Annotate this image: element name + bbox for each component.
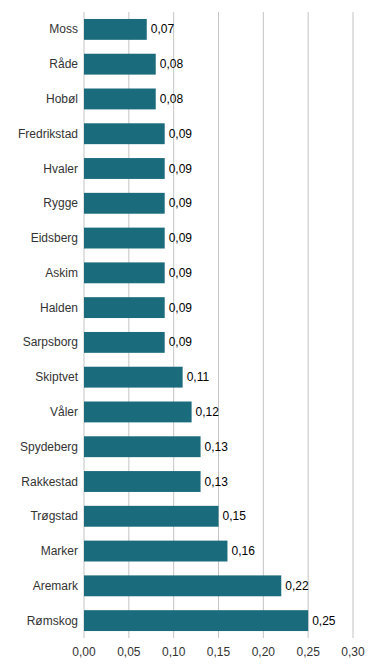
- x-tick-label: 0,00: [72, 645, 96, 659]
- category-label: Marker: [41, 544, 78, 558]
- bar: [84, 471, 201, 492]
- category-label: Eidsberg: [31, 231, 78, 245]
- data-label: 0,11: [187, 370, 210, 384]
- data-label: 0,09: [169, 266, 193, 280]
- data-label: 0,08: [160, 57, 184, 71]
- bar: [84, 541, 227, 562]
- category-label: Askim: [45, 266, 78, 280]
- bar: [84, 575, 281, 596]
- grid-line: [263, 12, 264, 638]
- data-label: 0,09: [169, 127, 193, 141]
- category-label: Trøgstad: [30, 509, 78, 523]
- data-label: 0,09: [169, 162, 193, 176]
- x-tick-label: 0,25: [296, 645, 320, 659]
- data-label: 0,09: [169, 231, 193, 245]
- bar: [84, 262, 165, 283]
- bar: [84, 193, 165, 214]
- bar: [84, 506, 219, 527]
- bar: [84, 89, 156, 110]
- x-axis: 0,00 0,05 0,10 0,15 0,20 0,25 0,30: [72, 645, 365, 659]
- category-label: Spydeberg: [20, 440, 78, 454]
- x-tick-label: 0,05: [117, 645, 141, 659]
- bar: [84, 228, 165, 249]
- category-label: Rygge: [43, 196, 78, 210]
- data-label: 0,22: [285, 579, 309, 593]
- category-label: Halden: [40, 301, 78, 315]
- bar: [84, 436, 201, 457]
- data-label: 0,13: [205, 475, 229, 489]
- page: {"chart_data": { "type": "bar", "orienta…: [0, 0, 375, 668]
- bar: [84, 123, 165, 144]
- category-label: Aremark: [33, 579, 79, 593]
- bars: [84, 19, 308, 631]
- data-label: 0,09: [169, 196, 193, 210]
- category-label: Skiptvet: [35, 370, 78, 384]
- x-tick-label: 0,10: [162, 645, 186, 659]
- bar: [84, 610, 308, 631]
- data-label: 0,15: [223, 509, 247, 523]
- y-axis: Rømskog Aremark Marker Trøgstad Rakkestad Spy…: [18, 22, 79, 627]
- grid-line: [353, 12, 354, 638]
- bar: [84, 54, 156, 75]
- category-label: Rakkestad: [21, 475, 78, 489]
- bar: [84, 332, 165, 353]
- grid: [84, 12, 353, 638]
- x-tick-label: 0,20: [252, 645, 276, 659]
- x-tick-label: 0,15: [207, 645, 231, 659]
- category-label: Moss: [49, 22, 78, 36]
- bar: [84, 158, 165, 179]
- x-tick-label: 0,30: [341, 645, 365, 659]
- category-label: Våler: [50, 405, 78, 419]
- chart: 0,00 0,05 0,10 0,15 0,20 0,25 0,30 Rømskog Arema…: [0, 0, 375, 668]
- data-label: 0,25: [312, 614, 336, 628]
- category-label: Rømskog: [27, 614, 78, 628]
- bar: [84, 402, 192, 423]
- bar: [84, 367, 183, 388]
- data-label: 0,07: [151, 22, 175, 36]
- grid-line: [308, 12, 309, 638]
- category-label: Råde: [49, 57, 78, 71]
- bar: [84, 297, 165, 318]
- data-label: 0,08: [160, 92, 184, 106]
- data-label: 0,09: [169, 301, 193, 315]
- category-label: Fredrikstad: [18, 127, 78, 141]
- data-labels: 0,25 0,22 0,16 0,15 0,13 0,13 0,12 0,11 0,09 0,09…: [151, 22, 336, 627]
- category-label: Sarpsborg: [23, 335, 78, 349]
- category-label: Hobøl: [46, 92, 78, 106]
- data-label: 0,12: [196, 405, 220, 419]
- data-label: 0,16: [231, 544, 255, 558]
- bar: [84, 19, 147, 40]
- data-label: 0,13: [205, 440, 229, 454]
- data-label: 0,09: [169, 335, 193, 349]
- category-label: Hvaler: [43, 162, 78, 176]
